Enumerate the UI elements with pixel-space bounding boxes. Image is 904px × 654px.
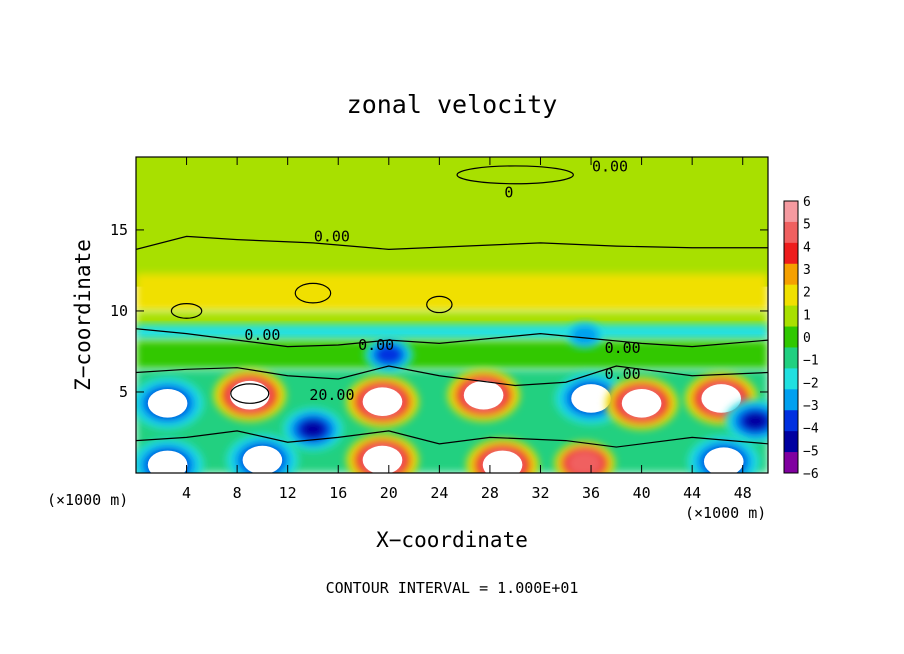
colorbar-label: −6 — [803, 467, 819, 482]
velocity-saturated-core — [229, 380, 270, 410]
y-axis-label: Z−coordinate — [71, 239, 95, 391]
y-tick-label: 5 — [119, 383, 128, 401]
colorbar-swatch — [784, 452, 798, 474]
negative-velocity-cell — [566, 322, 603, 349]
x-tick-label: 44 — [683, 484, 701, 502]
velocity-saturated-core — [621, 389, 662, 418]
negative-velocity-cell — [725, 399, 768, 443]
colorbar-frame — [783, 200, 799, 474]
colorbar-swatch — [784, 326, 798, 348]
colorbar-label: 6 — [803, 195, 811, 210]
colorbar-swatch — [784, 368, 798, 390]
colorbar-swatch — [784, 263, 798, 286]
contour-line — [136, 365, 768, 387]
velocity-saturated-core — [242, 445, 283, 473]
colorbar-label: −4 — [803, 422, 819, 437]
velocity-level — [566, 450, 603, 473]
colorbar-swatch — [784, 389, 798, 411]
colorbar-swatch — [784, 242, 798, 265]
x-tick-label: 36 — [582, 484, 600, 502]
contour-label: 0.00 — [358, 336, 394, 354]
velocity-level — [570, 324, 600, 346]
contour-labels: 0.00 0 0.00 0.00 0.00 0.00 0.00 20.00 — [244, 158, 640, 404]
contour-loop — [294, 282, 332, 304]
contour-loop — [426, 295, 453, 314]
velocity-saturated-core — [147, 389, 188, 418]
x-axis-label: X−coordinate — [376, 528, 528, 552]
contour-line — [136, 235, 768, 250]
colorbar-swatch — [784, 284, 798, 307]
x-tick-label: 16 — [329, 484, 347, 502]
contour-interval-note: CONTOUR INTERVAL = 1.000E+01 — [326, 579, 579, 597]
contour-label: 0 — [504, 184, 513, 202]
contour-line — [136, 430, 768, 448]
field-band — [136, 340, 768, 370]
x-unit-right: (×1000 m) — [685, 504, 766, 522]
chart-title: zonal velocity — [347, 90, 558, 119]
positive-velocity-cell — [554, 441, 615, 473]
colorbar-swatch — [784, 431, 798, 453]
velocity-saturated-core — [463, 380, 504, 410]
velocity-level — [743, 412, 768, 430]
negative-velocity-cell — [282, 407, 343, 451]
colorbar-swatch — [784, 347, 798, 369]
colorbar-label: 0 — [803, 331, 811, 346]
colorbar-label: 5 — [803, 218, 811, 233]
velocity-saturated-core — [362, 387, 403, 416]
contour-label: 0.00 — [314, 227, 350, 245]
y-tick-label: 15 — [110, 221, 128, 239]
field-band — [136, 323, 768, 341]
negative-velocity-cell — [364, 337, 413, 373]
contour-loop — [170, 303, 203, 319]
velocity-level — [374, 344, 404, 366]
velocity-level — [300, 420, 325, 438]
contour-label: 0.00 — [592, 158, 628, 176]
x-axis-ticks: 4 8 12 16 20 24 28 32 36 40 44 48 — [182, 157, 752, 502]
y-tick-label: 10 — [110, 302, 128, 320]
colorbar-swatch — [784, 221, 798, 244]
x-tick-label: 8 — [233, 484, 242, 502]
colorbar-label: 3 — [803, 263, 811, 278]
x-tick-label: 24 — [430, 484, 448, 502]
plot-frame — [135, 156, 769, 474]
velocity-saturated-core — [147, 450, 188, 473]
colorbar-label: 4 — [803, 240, 811, 255]
x-tick-label: 40 — [633, 484, 651, 502]
x-tick-label: 28 — [481, 484, 499, 502]
field-band — [136, 242, 768, 274]
velocity-saturated-core — [703, 447, 744, 473]
colorbar-label: 2 — [803, 286, 811, 301]
x-tick-label: 4 — [182, 484, 191, 502]
contour-label: 0.00 — [605, 339, 641, 357]
contour-label: 0.00 — [244, 326, 280, 344]
colorbar-label: 1 — [803, 308, 811, 323]
x-tick-label: 20 — [380, 484, 398, 502]
colorbar: 6 5 4 3 2 1 0 −1 −2 −3 −4 −5 −6 — [783, 195, 819, 482]
colorbar-label: −5 — [803, 444, 819, 459]
velocity-field — [136, 157, 768, 473]
y-axis-ticks: 5 10 15 — [110, 221, 768, 401]
colorbar-swatch — [784, 201, 798, 223]
contour-lines — [136, 165, 768, 448]
colorbar-swatch — [784, 410, 798, 432]
x-tick-label: 48 — [734, 484, 752, 502]
contour-label: 20.00 — [309, 386, 354, 404]
x-tick-label: 12 — [279, 484, 297, 502]
contour-line — [136, 328, 768, 348]
colorbar-label: −3 — [803, 399, 819, 414]
contour-label: 0.00 — [605, 365, 641, 383]
velocity-saturated-core — [701, 384, 742, 413]
velocity-saturated-core — [362, 445, 403, 473]
x-unit-left: (×1000 m) — [47, 491, 128, 509]
colorbar-label: −2 — [803, 376, 819, 391]
contour-loop — [230, 383, 270, 404]
colorbar-swatch — [784, 305, 798, 328]
colorbar-label: −1 — [803, 354, 819, 369]
velocity-saturated-core — [482, 450, 523, 473]
contour-loop — [456, 165, 574, 185]
x-tick-label: 32 — [531, 484, 549, 502]
velocity-saturated-core — [571, 384, 611, 413]
